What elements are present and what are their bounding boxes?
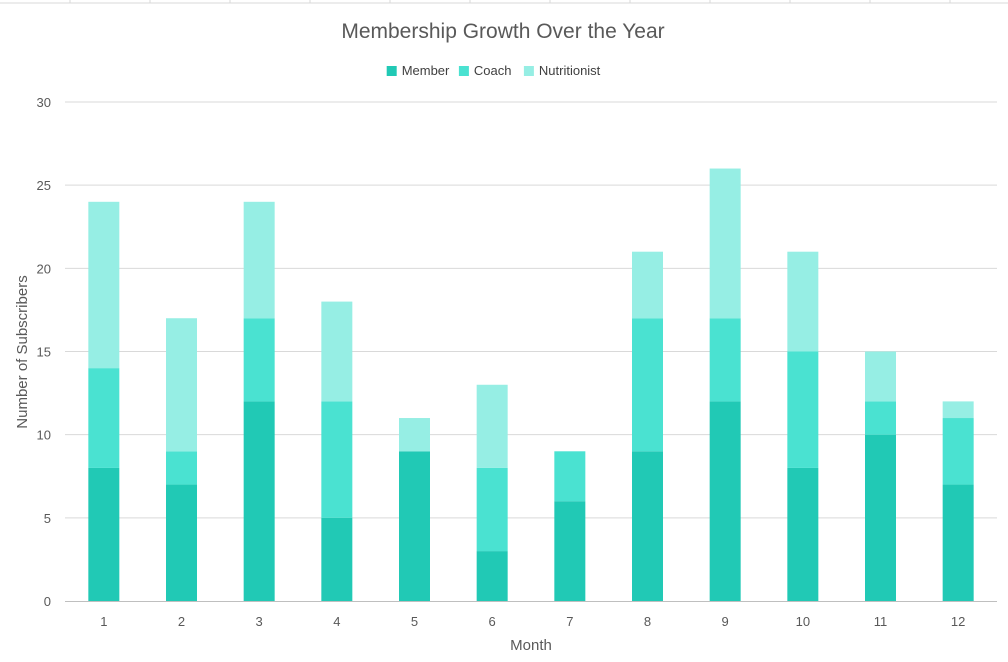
bar-member-month-6 (476, 551, 508, 601)
x-tick-label: 11 (874, 614, 888, 629)
legend-swatch-coach (458, 66, 469, 76)
y-tick-label: 15 (37, 345, 51, 360)
legend-swatch-member (386, 66, 397, 76)
bar-nutritionist-month-1 (88, 201, 120, 369)
bar-coach-month-11 (865, 401, 896, 435)
bar-coach-month-12 (942, 418, 974, 485)
x-tick-label: 2 (178, 614, 185, 629)
y-tick-label: 20 (37, 261, 51, 276)
x-axis-ticks: 1 2 3 4 5 6 7 8 9 10 11 12 (100, 614, 965, 629)
bars (88, 168, 974, 601)
bar-member-month-8 (632, 451, 663, 601)
x-tick-label: 12 (951, 614, 965, 629)
y-tick-label: 30 (37, 95, 51, 110)
bar-nutritionist-month-4 (321, 301, 353, 402)
legend-label-member: Member (402, 63, 450, 78)
bar-coach-month-7 (554, 451, 586, 502)
frame-top-ticks (0, 0, 1008, 4)
x-tick-label: 3 (256, 614, 263, 629)
y-axis-ticks: 0 5 10 15 20 25 30 (37, 95, 51, 609)
y-tick-label: 5 (44, 511, 51, 526)
x-tick-label: 4 (333, 614, 340, 629)
bar-member-month-3 (243, 401, 275, 601)
bar-nutritionist-month-8 (632, 251, 663, 319)
x-tick-label: 8 (644, 614, 651, 629)
gridlines (65, 101, 997, 519)
x-tick-label: 6 (489, 614, 496, 629)
bar-coach-month-10 (787, 351, 819, 468)
legend-label-coach: Coach (474, 63, 512, 78)
bar-member-month-2 (166, 484, 197, 601)
bar-nutritionist-month-5 (399, 418, 430, 452)
bar-coach-month-6 (476, 467, 508, 552)
x-tick-label: 10 (796, 614, 810, 629)
bar-nutritionist-month-2 (166, 318, 197, 452)
bar-coach-month-2 (166, 451, 197, 485)
bar-coach-month-8 (632, 318, 663, 452)
bar-coach-month-1 (88, 368, 120, 468)
bar-member-month-1 (88, 467, 120, 601)
bar-member-month-10 (787, 467, 819, 601)
bar-nutritionist-month-12 (942, 401, 974, 419)
bar-member-month-4 (321, 517, 353, 601)
bar-member-month-11 (865, 434, 896, 601)
bar-coach-month-3 (243, 318, 275, 402)
bar-nutritionist-month-3 (243, 201, 275, 319)
bar-nutritionist-month-9 (709, 168, 741, 319)
bar-coach-month-4 (321, 401, 353, 518)
x-tick-label: 1 (100, 614, 107, 629)
x-tick-label: 9 (722, 614, 729, 629)
y-tick-label: 10 (37, 428, 51, 443)
x-tick-label: 7 (566, 614, 573, 629)
y-axis-title: Number of Subscribers (14, 275, 31, 428)
bar-member-month-12 (942, 484, 974, 601)
bar-nutritionist-month-11 (865, 351, 896, 402)
x-tick-label: 5 (411, 614, 418, 629)
y-tick-label: 25 (37, 178, 51, 193)
legend: Member Coach Nutritionist (386, 63, 601, 78)
legend-swatch-nutritionist (523, 66, 534, 76)
bar-member-month-7 (554, 501, 586, 601)
bar-coach-month-9 (709, 318, 741, 402)
legend-label-nutritionist: Nutritionist (539, 63, 601, 78)
bar-member-month-5 (399, 451, 430, 601)
chart-title: Membership Growth Over the Year (341, 20, 664, 43)
bar-member-month-9 (709, 401, 741, 601)
y-tick-label: 0 (44, 594, 51, 609)
x-axis-title: Month (510, 637, 552, 654)
bar-nutritionist-month-6 (476, 384, 508, 468)
bar-nutritionist-month-10 (787, 251, 819, 352)
